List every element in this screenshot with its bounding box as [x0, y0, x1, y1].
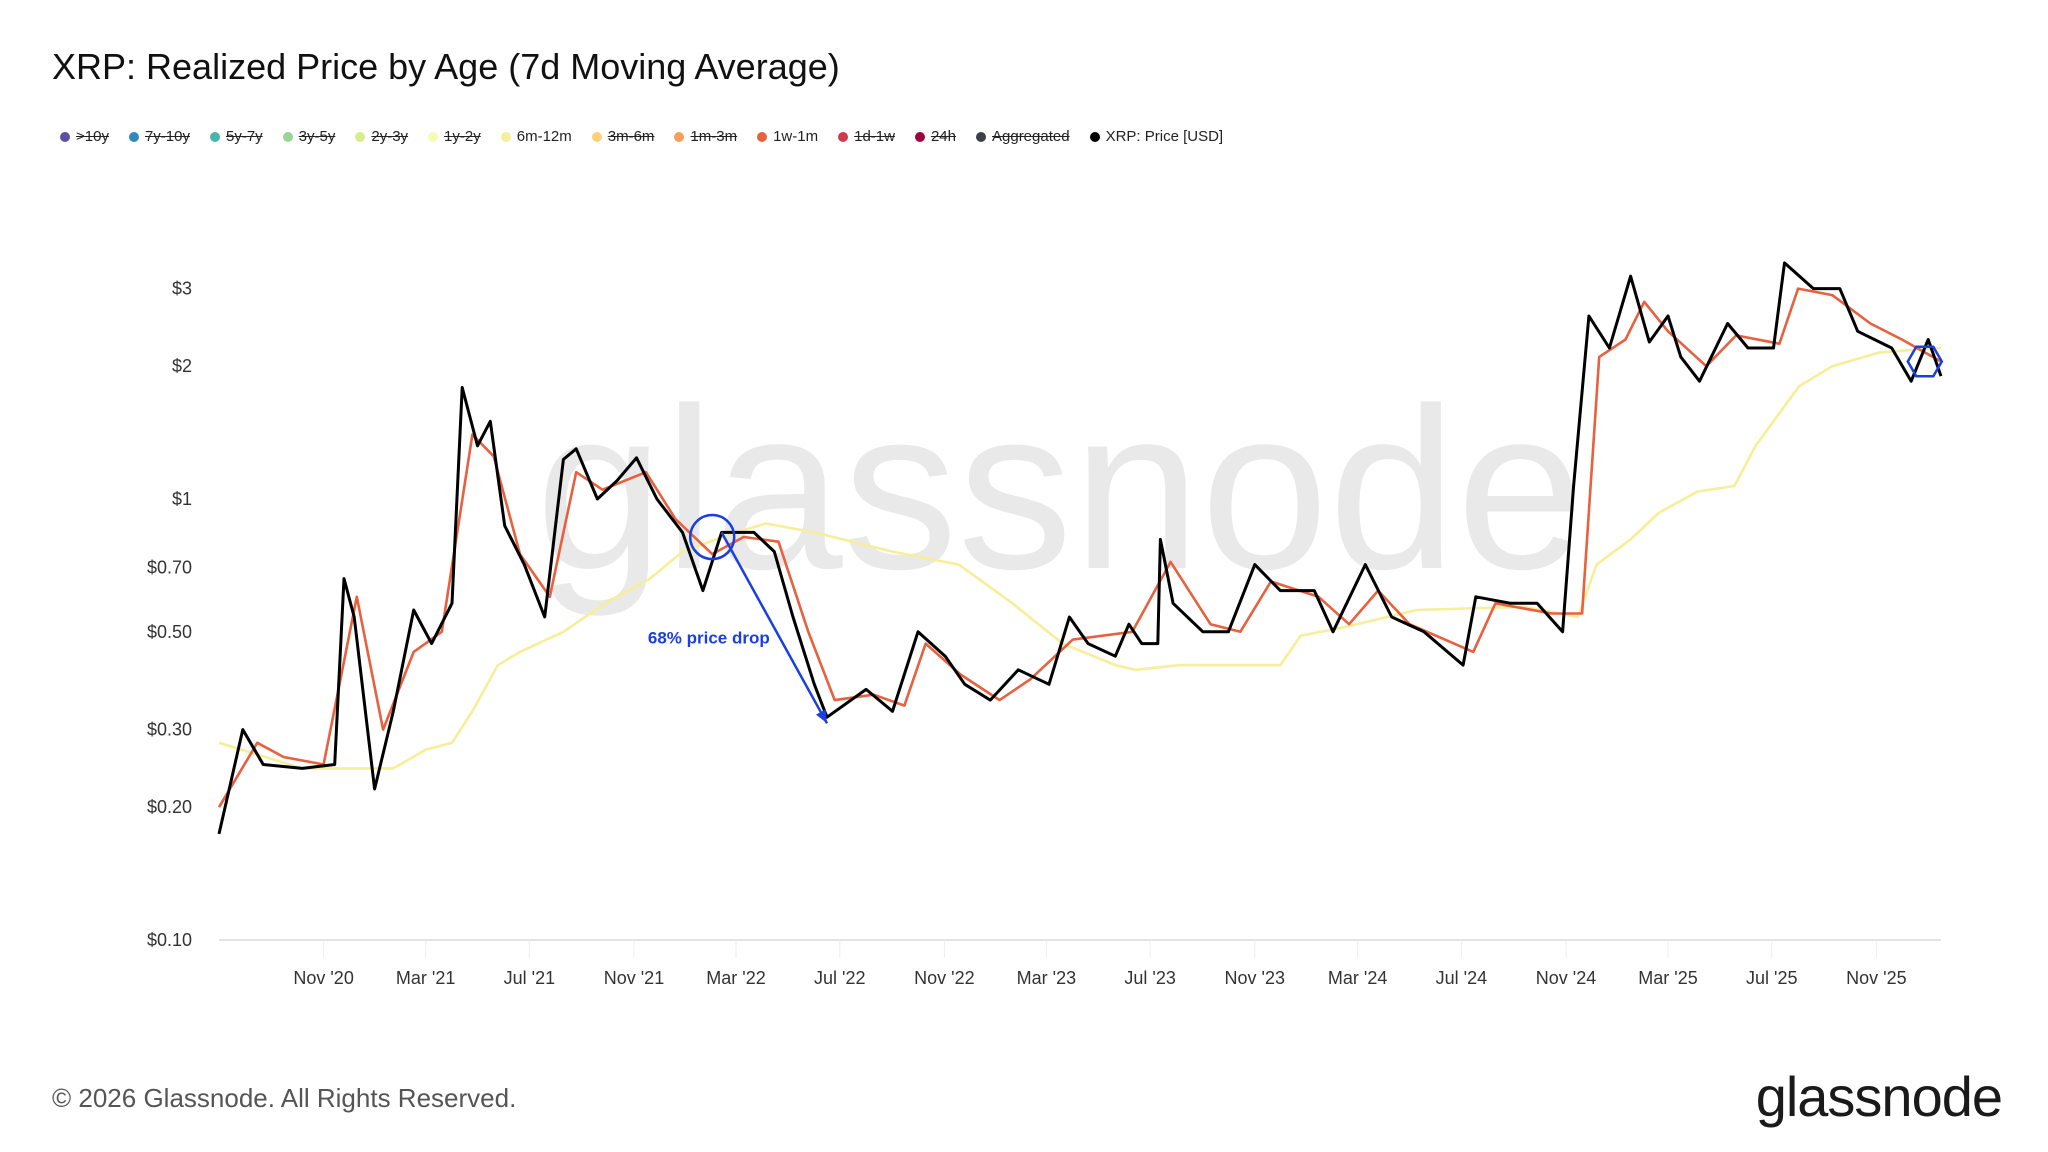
legend-label: 2y-3y — [371, 128, 409, 145]
legend-label: 6m-12m — [516, 128, 572, 145]
x-tick-label: Mar '23 — [1017, 968, 1076, 988]
legend-dot-icon — [591, 131, 602, 142]
x-tick-label: Jul '22 — [814, 968, 865, 988]
legend-item-2y-3y[interactable]: 2y-3y — [355, 128, 408, 145]
legend-label: 24h — [930, 128, 956, 145]
legend-label: Aggregated — [992, 128, 1070, 145]
glassnode-logo[interactable]: glassnode — [1755, 1065, 2003, 1128]
legend-label: >10y — [76, 128, 109, 145]
legend-item-1m-3m[interactable]: 1m-3m — [674, 128, 737, 145]
annotation-circle — [688, 513, 736, 561]
x-tick-label: Jul '21 — [504, 968, 555, 988]
y-tick-label: $2 — [172, 356, 192, 376]
x-tick-label: Mar '25 — [1638, 968, 1697, 988]
x-tick-label: Nov '24 — [1536, 968, 1596, 988]
x-tick-label: Nov '25 — [1846, 968, 1906, 988]
arrowhead-icon — [816, 709, 828, 724]
x-tick-label: Mar '22 — [706, 968, 765, 988]
series-line-6m-12m — [218, 346, 1942, 770]
legend-item--10y[interactable]: >10y — [60, 128, 109, 145]
legend-label: 1d-1w — [854, 128, 895, 145]
legend-item-7y-10y[interactable]: 7y-10y — [128, 128, 190, 145]
legend-dot-icon — [500, 131, 511, 142]
legend-dot-icon — [838, 131, 849, 142]
legend-item-xrp-price-usd-[interactable]: XRP: Price [USD] — [1089, 128, 1224, 145]
series-line-1w-1m — [217, 287, 1942, 808]
y-tick-label: $3 — [172, 279, 192, 299]
legend-label: 5y-7y — [225, 128, 263, 145]
y-tick-label: $1 — [172, 489, 192, 509]
legend-dot-icon — [976, 131, 986, 142]
y-tick-label: $0.30 — [147, 720, 192, 740]
copyright: © 2026 Glassnode. All Rights Reserved. — [52, 1083, 517, 1113]
legend-dot-icon — [914, 131, 925, 142]
legend-item-5y-7y[interactable]: 5y-7y — [209, 128, 263, 145]
legend-label: 1m-3m — [690, 128, 738, 145]
y-tick-label: $0.50 — [147, 622, 192, 642]
y-tick-label: $0.20 — [147, 797, 192, 817]
chart-title: XRP: Realized Price by Age (7d Moving Av… — [52, 46, 840, 87]
legend-label: 1w-1m — [773, 128, 819, 145]
legend-label: 3y-5y — [298, 128, 336, 145]
x-tick-label: Jul '24 — [1436, 968, 1487, 988]
legend-dot-icon — [757, 131, 768, 142]
legend-item-1y-2y[interactable]: 1y-2y — [428, 128, 481, 145]
legend-item-3y-5y[interactable]: 3y-5y — [282, 128, 336, 145]
legend-label: XRP: Price [USD] — [1105, 128, 1224, 145]
series-line-xrp-price-usd- — [217, 261, 1943, 835]
annotation-arrow — [720, 531, 829, 724]
x-tick-label: Nov '20 — [293, 968, 353, 988]
x-tick-label: Nov '22 — [914, 968, 974, 988]
legend-item-24h[interactable]: 24h — [914, 128, 956, 145]
legend-dot-icon — [428, 131, 439, 142]
legend-label: 1y-2y — [444, 128, 481, 145]
legend-dot-icon — [60, 131, 70, 142]
legend-dot-icon — [1089, 131, 1100, 142]
x-tick-label: Mar '21 — [396, 968, 455, 988]
x-tick-label: Mar '24 — [1328, 968, 1387, 988]
annotation-label: 68% price drop — [648, 629, 770, 648]
legend-dot-icon — [128, 131, 139, 142]
watermark: glassnode — [536, 360, 1585, 617]
legend-dot-icon — [355, 131, 366, 142]
legend-dot-icon — [282, 131, 293, 142]
annotation-hexagon — [1906, 345, 1944, 378]
y-tick-label: $0.70 — [147, 557, 192, 577]
legend-item-1w-1m[interactable]: 1w-1m — [757, 128, 818, 145]
x-tick-label: Nov '23 — [1225, 968, 1285, 988]
legend-item-3m-6m[interactable]: 3m-6m — [591, 128, 655, 145]
x-tick-label: Jul '23 — [1124, 968, 1175, 988]
legend-item-6m-12m[interactable]: 6m-12m — [500, 128, 572, 145]
legend-item-1d-1w[interactable]: 1d-1w — [838, 128, 895, 145]
x-tick-label: Jul '25 — [1746, 968, 1797, 988]
legend-item-aggregated[interactable]: Aggregated — [976, 128, 1070, 145]
legend-label: 7y-10y — [144, 128, 190, 145]
legend-dot-icon — [674, 131, 685, 142]
legend-label: 3m-6m — [607, 128, 655, 145]
y-tick-label: $0.10 — [147, 930, 192, 950]
x-tick-label: Nov '21 — [604, 968, 664, 988]
legend-dot-icon — [209, 131, 220, 142]
legend: >10y 7y-10y 5y-7y 3y-5y 2y-3y 1y-2y 6m-12m 3m-6… — [60, 128, 1223, 145]
